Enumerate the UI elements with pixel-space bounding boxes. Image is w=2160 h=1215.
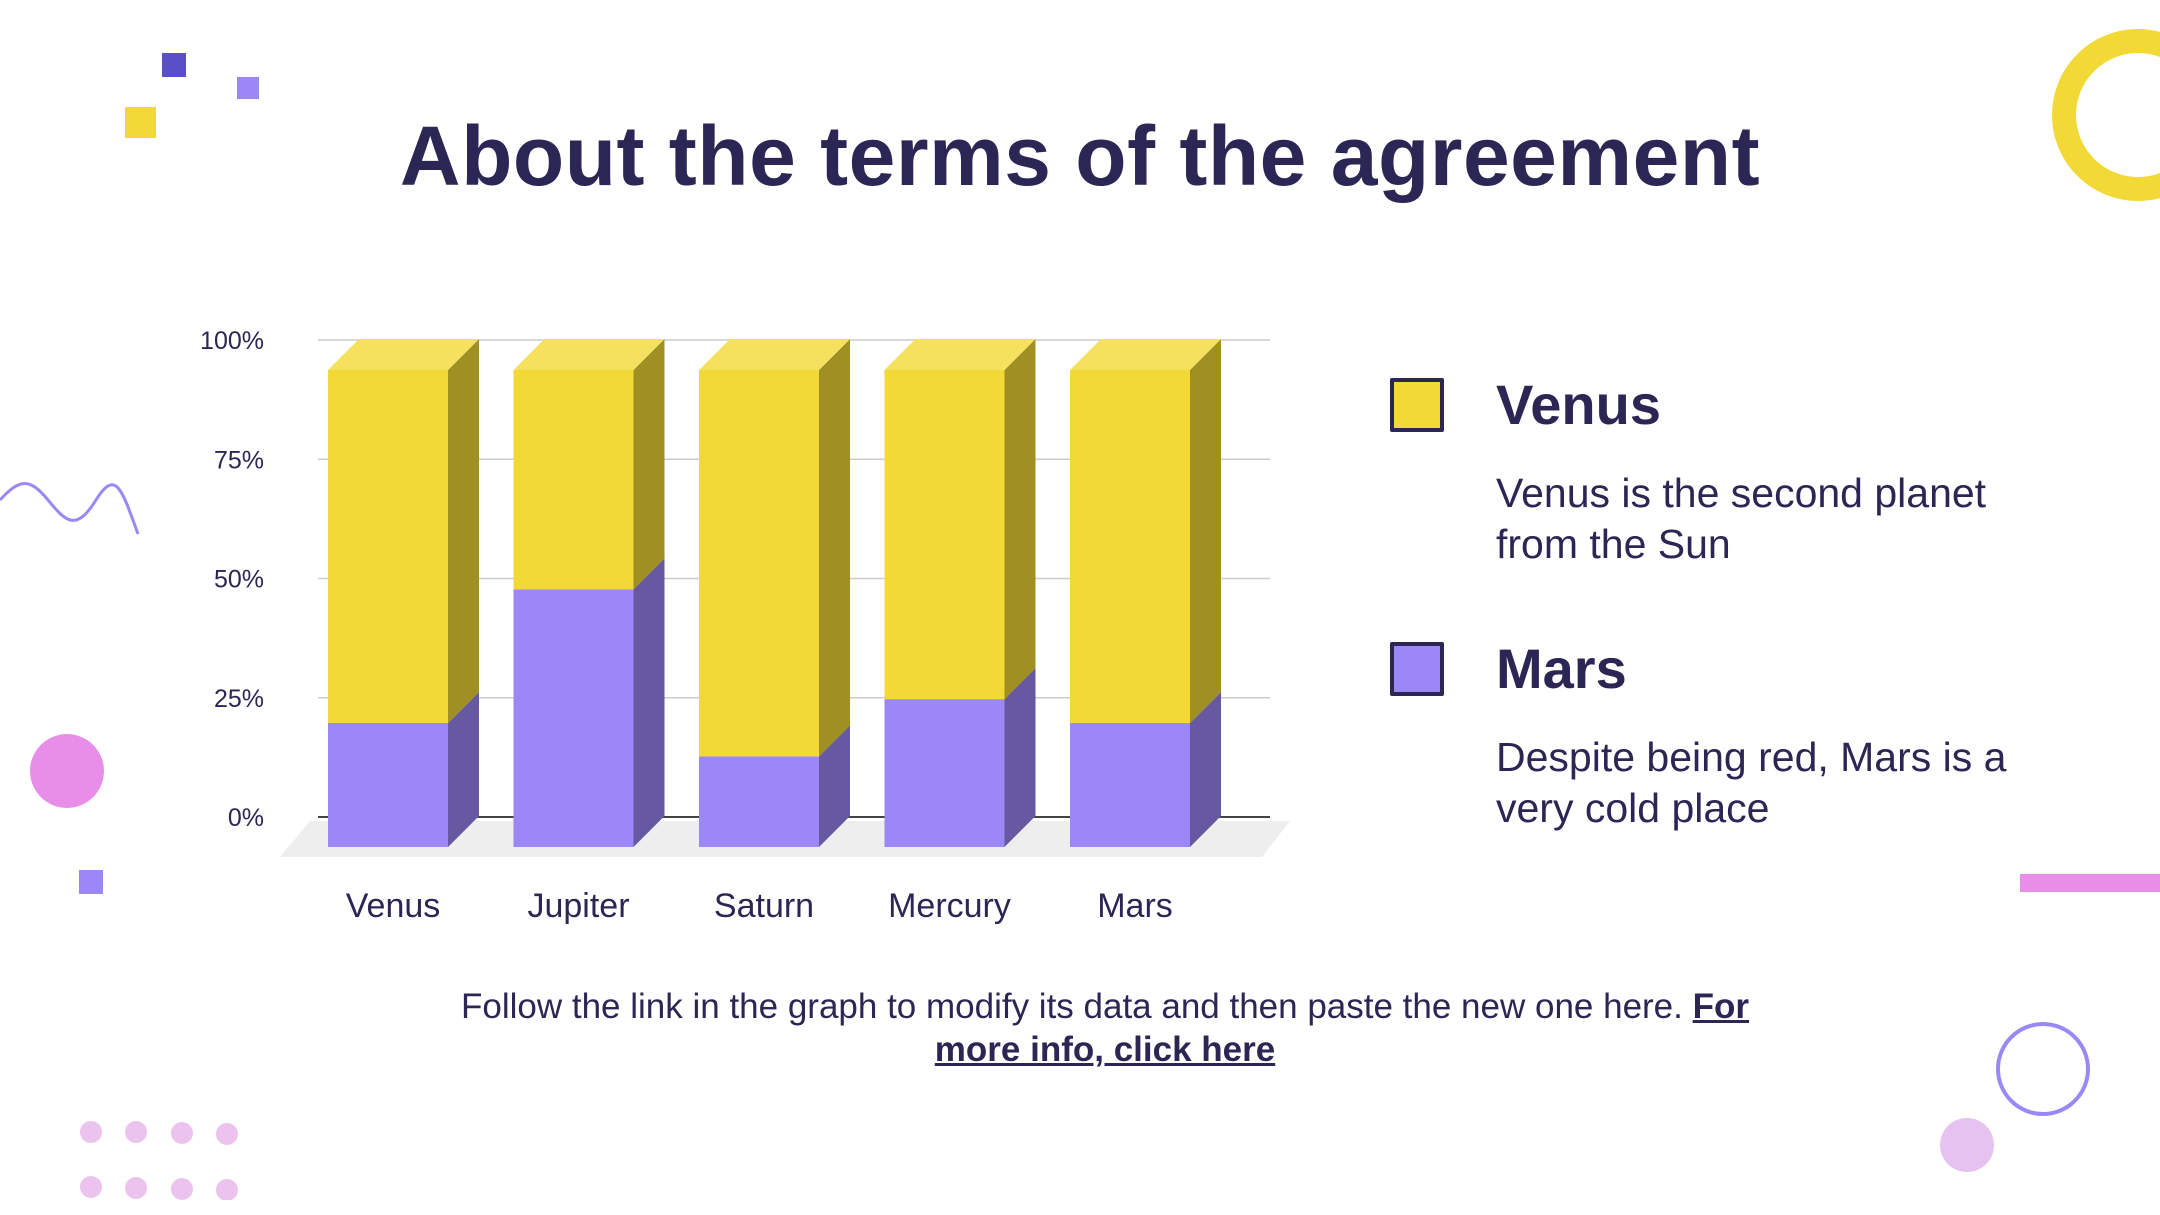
legend-swatch-mars xyxy=(1390,642,1444,696)
bar-segment xyxy=(328,370,448,723)
bar-side xyxy=(819,725,850,847)
bar-top xyxy=(884,339,1036,370)
y-tick-label: 50% xyxy=(214,566,264,594)
deco-square-yellow xyxy=(125,107,156,138)
footer-note: Follow the link in the graph to modify i… xyxy=(420,985,1790,1071)
legend-name-mars: Mars xyxy=(1496,637,1627,700)
bar-top xyxy=(328,339,479,370)
bar-segment xyxy=(513,589,634,847)
x-tick-label: Venus xyxy=(346,887,441,925)
y-tick-label: 25% xyxy=(214,685,264,713)
deco-circle-lilac xyxy=(1940,1118,1994,1172)
x-tick-label: Mars xyxy=(1097,887,1173,925)
bar-side xyxy=(448,339,479,723)
bar-segment xyxy=(328,722,448,847)
deco-square-violet-small xyxy=(79,870,103,894)
bar-side xyxy=(1190,339,1221,723)
deco-dot-grid xyxy=(79,1120,249,1201)
y-tick-label: 100% xyxy=(200,327,264,355)
bar-segment xyxy=(513,370,634,590)
legend-desc-mars: Despite being red, Mars is a very cold p… xyxy=(1496,734,2007,831)
bar-side xyxy=(1004,668,1036,847)
bar-segment xyxy=(699,370,819,757)
x-tick-label: Saturn xyxy=(714,887,814,925)
x-tick-label: Mercury xyxy=(888,887,1011,925)
y-tick-label: 0% xyxy=(228,804,264,832)
more-info-link[interactable]: For more info, click here xyxy=(934,987,1749,1069)
bar-segment xyxy=(699,756,819,847)
y-tick-label: 75% xyxy=(214,446,264,474)
deco-square-navy xyxy=(162,53,186,77)
deco-bar-pink xyxy=(2020,874,2160,892)
legend-name-venus: Venus xyxy=(1496,373,1661,436)
deco-circle-pink xyxy=(30,734,104,808)
deco-ring-violet xyxy=(1996,1022,2090,1116)
footer-text: Follow the link in the graph to modify i… xyxy=(461,987,1683,1026)
page-title: About the terms of the agreement xyxy=(399,109,1761,203)
bar-segment xyxy=(1070,722,1190,847)
bar-top xyxy=(513,339,665,370)
bar-segment xyxy=(884,370,1005,700)
legend-swatch-venus xyxy=(1390,378,1444,432)
bar-side xyxy=(819,339,850,757)
bar-segment xyxy=(884,699,1005,847)
bar-side xyxy=(1190,691,1221,847)
bar-top xyxy=(699,339,850,370)
x-tick-label: Jupiter xyxy=(527,887,629,925)
deco-square-violet xyxy=(237,77,259,99)
deco-wave xyxy=(0,482,140,535)
bar-side xyxy=(448,691,479,847)
legend-desc-venus: Venus is the second planet from the Sun xyxy=(1496,470,1987,567)
bar-top xyxy=(1070,339,1221,370)
bar-side xyxy=(633,339,665,590)
bar-segment xyxy=(1070,370,1190,723)
bar-side xyxy=(1004,339,1036,700)
bar-side xyxy=(633,558,665,847)
